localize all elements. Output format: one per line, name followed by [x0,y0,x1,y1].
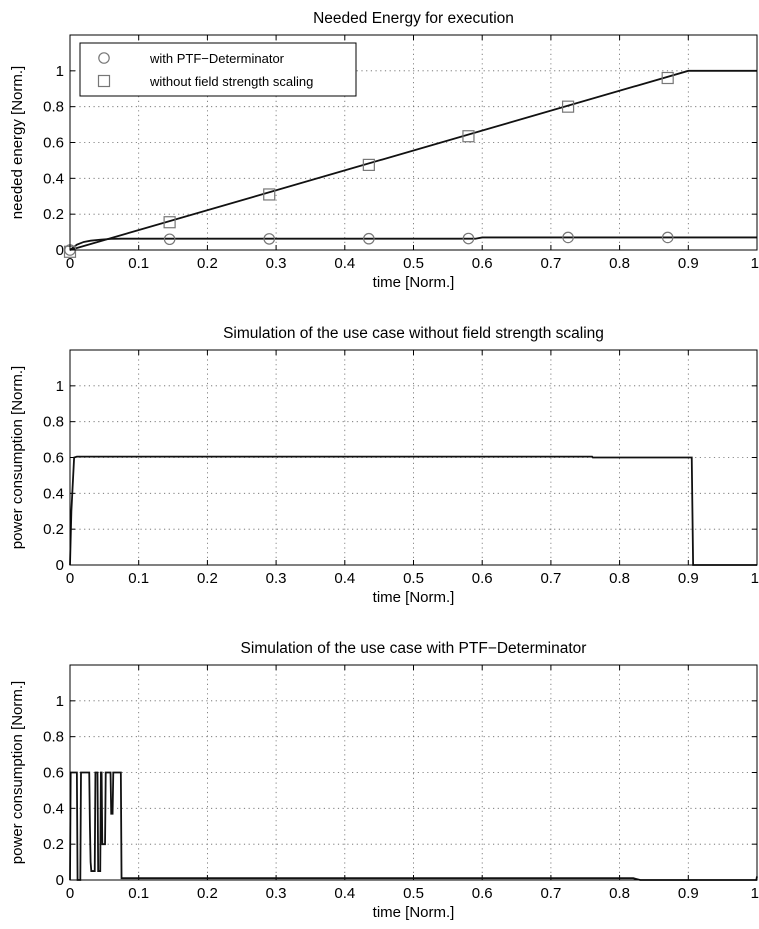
circle-marker [661,231,674,244]
y-tick-label: 0 [56,242,64,259]
x-tick-label: 0.1 [128,570,149,587]
chart-panel-1: 0 0.1 0.2 0.3 0.4 0.5 0.6 0.7 0.8 0.9 1 0 0.2 0.4 0.6 0… [9,10,759,291]
x-tick-label: 0 [66,255,74,272]
chart-title: Simulation of the use case without field… [223,325,604,342]
x-tick-label: 0.6 [472,255,493,272]
y-tick-label: 0.8 [43,414,64,431]
x-tick-label: 0.5 [403,885,424,902]
y-axis-label: power consumption [Norm.] [9,366,26,549]
circle-marker [163,233,176,246]
x-tick-label: 0.9 [678,885,699,902]
square-marker [163,216,176,229]
square-marker [462,130,475,143]
y-tick-label: 0.4 [43,170,64,187]
legend: with PTF−Determinator without field stren… [79,42,357,97]
x-tick-label: 0.7 [540,255,561,272]
x-tick-label: 0 [66,885,74,902]
x-axis-label: time [Norm.] [373,904,455,921]
x-tick-label: 0 [66,570,74,587]
y-tick-label: 0.6 [43,135,64,152]
x-tick-label: 0.6 [472,570,493,587]
x-tick-label: 1 [751,885,759,902]
x-tick-label: 1 [751,255,759,272]
x-tick-label: 0.5 [403,570,424,587]
x-tick-label: 0.2 [197,570,218,587]
grid [70,665,757,880]
x-tick-label: 0.2 [197,255,218,272]
square-marker [661,71,674,85]
axes-frame [69,664,758,881]
series-line-1 [69,236,757,251]
y-tick-label: 0 [56,557,64,574]
x-tick-label: 1 [751,570,759,587]
series-line-1 [69,771,758,881]
chart-title: Simulation of the use case with PTF−Dete… [241,640,587,657]
chart-panel-3: 0 0.1 0.2 0.3 0.4 0.5 0.6 0.7 0.8 0.9 1 0 0.2 0.4 0.6 0… [9,640,759,921]
x-tick-label: 0.8 [609,255,630,272]
x-axis-label: time [Norm.] [373,274,455,291]
square-marker [561,100,575,113]
x-tick-label: 0.2 [197,885,218,902]
x-tick-label: 0.7 [540,885,561,902]
x-axis-label: time [Norm.] [373,589,455,606]
circle-marker [363,232,375,245]
y-axis-label: needed energy [Norm.] [9,66,26,219]
x-tick-label: 0.1 [128,255,149,272]
x-tick-label: 0.8 [609,570,630,587]
y-tick-label: 0.6 [43,450,64,467]
y-tick-label: 0.8 [43,99,64,116]
x-tick-label: 0.3 [266,255,287,272]
legend-box [79,42,357,97]
legend-label: without field strength scaling [149,74,313,89]
circle-marker [263,233,276,245]
series-line-1 [69,455,757,566]
series-line-2 [69,69,757,251]
y-tick-label: 0.6 [43,765,64,782]
x-tick-label: 0.8 [609,885,630,902]
x-tick-label: 0.4 [334,255,355,272]
y-tick-label: 0.8 [43,729,64,746]
axes-frame [69,349,758,566]
legend-square-icon [97,74,111,88]
x-tick-label: 0.3 [266,570,287,587]
y-tick-label: 0.4 [43,485,64,502]
y-tick-label: 0.2 [43,836,64,853]
y-tick-label: 0.2 [43,521,64,538]
x-tick-label: 0.3 [266,885,287,902]
x-tick-label: 0.9 [678,255,699,272]
chart-panel-2: 0 0.1 0.2 0.3 0.4 0.5 0.6 0.7 0.8 0.9 1 0 0.2 0.4 0.6 0… [9,325,759,606]
y-tick-label: 0.4 [43,800,64,817]
legend-circle-icon [98,52,110,64]
x-tick-label: 0.4 [334,570,355,587]
y-tick-label: 1 [56,378,64,395]
y-tick-label: 0 [56,872,64,889]
x-tick-label: 0.5 [403,255,424,272]
x-tick-label: 0.6 [472,885,493,902]
square-marker [362,158,375,171]
grid [70,35,757,250]
axes-frame [69,34,758,251]
x-tick-label: 0.7 [540,570,561,587]
x-tick-label: 0.4 [334,885,355,902]
x-tick-label: 0.9 [678,570,699,587]
y-tick-label: 1 [56,693,64,710]
chart-title: Needed Energy for execution [313,10,514,27]
circle-marker [462,232,475,245]
x-tick-label: 0.1 [128,885,149,902]
circle-marker [562,231,574,244]
y-axis-label: power consumption [Norm.] [9,681,26,864]
square-marker [263,188,276,201]
y-tick-label: 0.2 [43,206,64,223]
y-tick-label: 1 [56,63,64,80]
legend-label: with PTF−Determinator [149,51,285,66]
